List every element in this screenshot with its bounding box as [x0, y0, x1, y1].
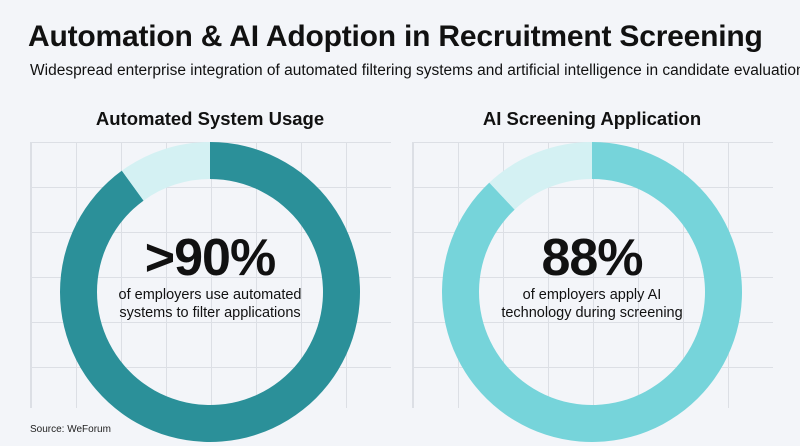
- description-line: systems to filter applications: [119, 305, 301, 321]
- chart-title: AI Screening Application: [482, 108, 702, 129]
- donut-description: of employers apply AI technology during …: [402, 286, 782, 322]
- donut-value-label: >90%: [144, 229, 276, 287]
- donut-chart-ai: [441, 142, 742, 442]
- chart-title: Automated System Usage: [95, 108, 325, 129]
- page-title: Automation & AI Adoption in Recruitment …: [28, 20, 763, 53]
- description-line: of employers use automated: [118, 287, 302, 303]
- description-line: of employers apply AI: [522, 287, 662, 303]
- page-subtitle: Widespread enterprise integration of aut…: [30, 62, 800, 79]
- description-line: technology during screening: [501, 305, 683, 321]
- donut-slice-remainder: [489, 142, 592, 210]
- donut-slice-remainder: [121, 142, 210, 201]
- chart-panel-ai: AI Screening Application 88% of employer…: [402, 108, 782, 442]
- chart-panel-automated: Automated System Usage >90% of employers…: [20, 108, 400, 442]
- donut-description: of employers use automated systems to fi…: [20, 286, 400, 322]
- source-note: Source: WeForum: [30, 424, 111, 435]
- donut-chart-automated: [59, 142, 360, 442]
- donut-value-label: 88%: [541, 229, 643, 287]
